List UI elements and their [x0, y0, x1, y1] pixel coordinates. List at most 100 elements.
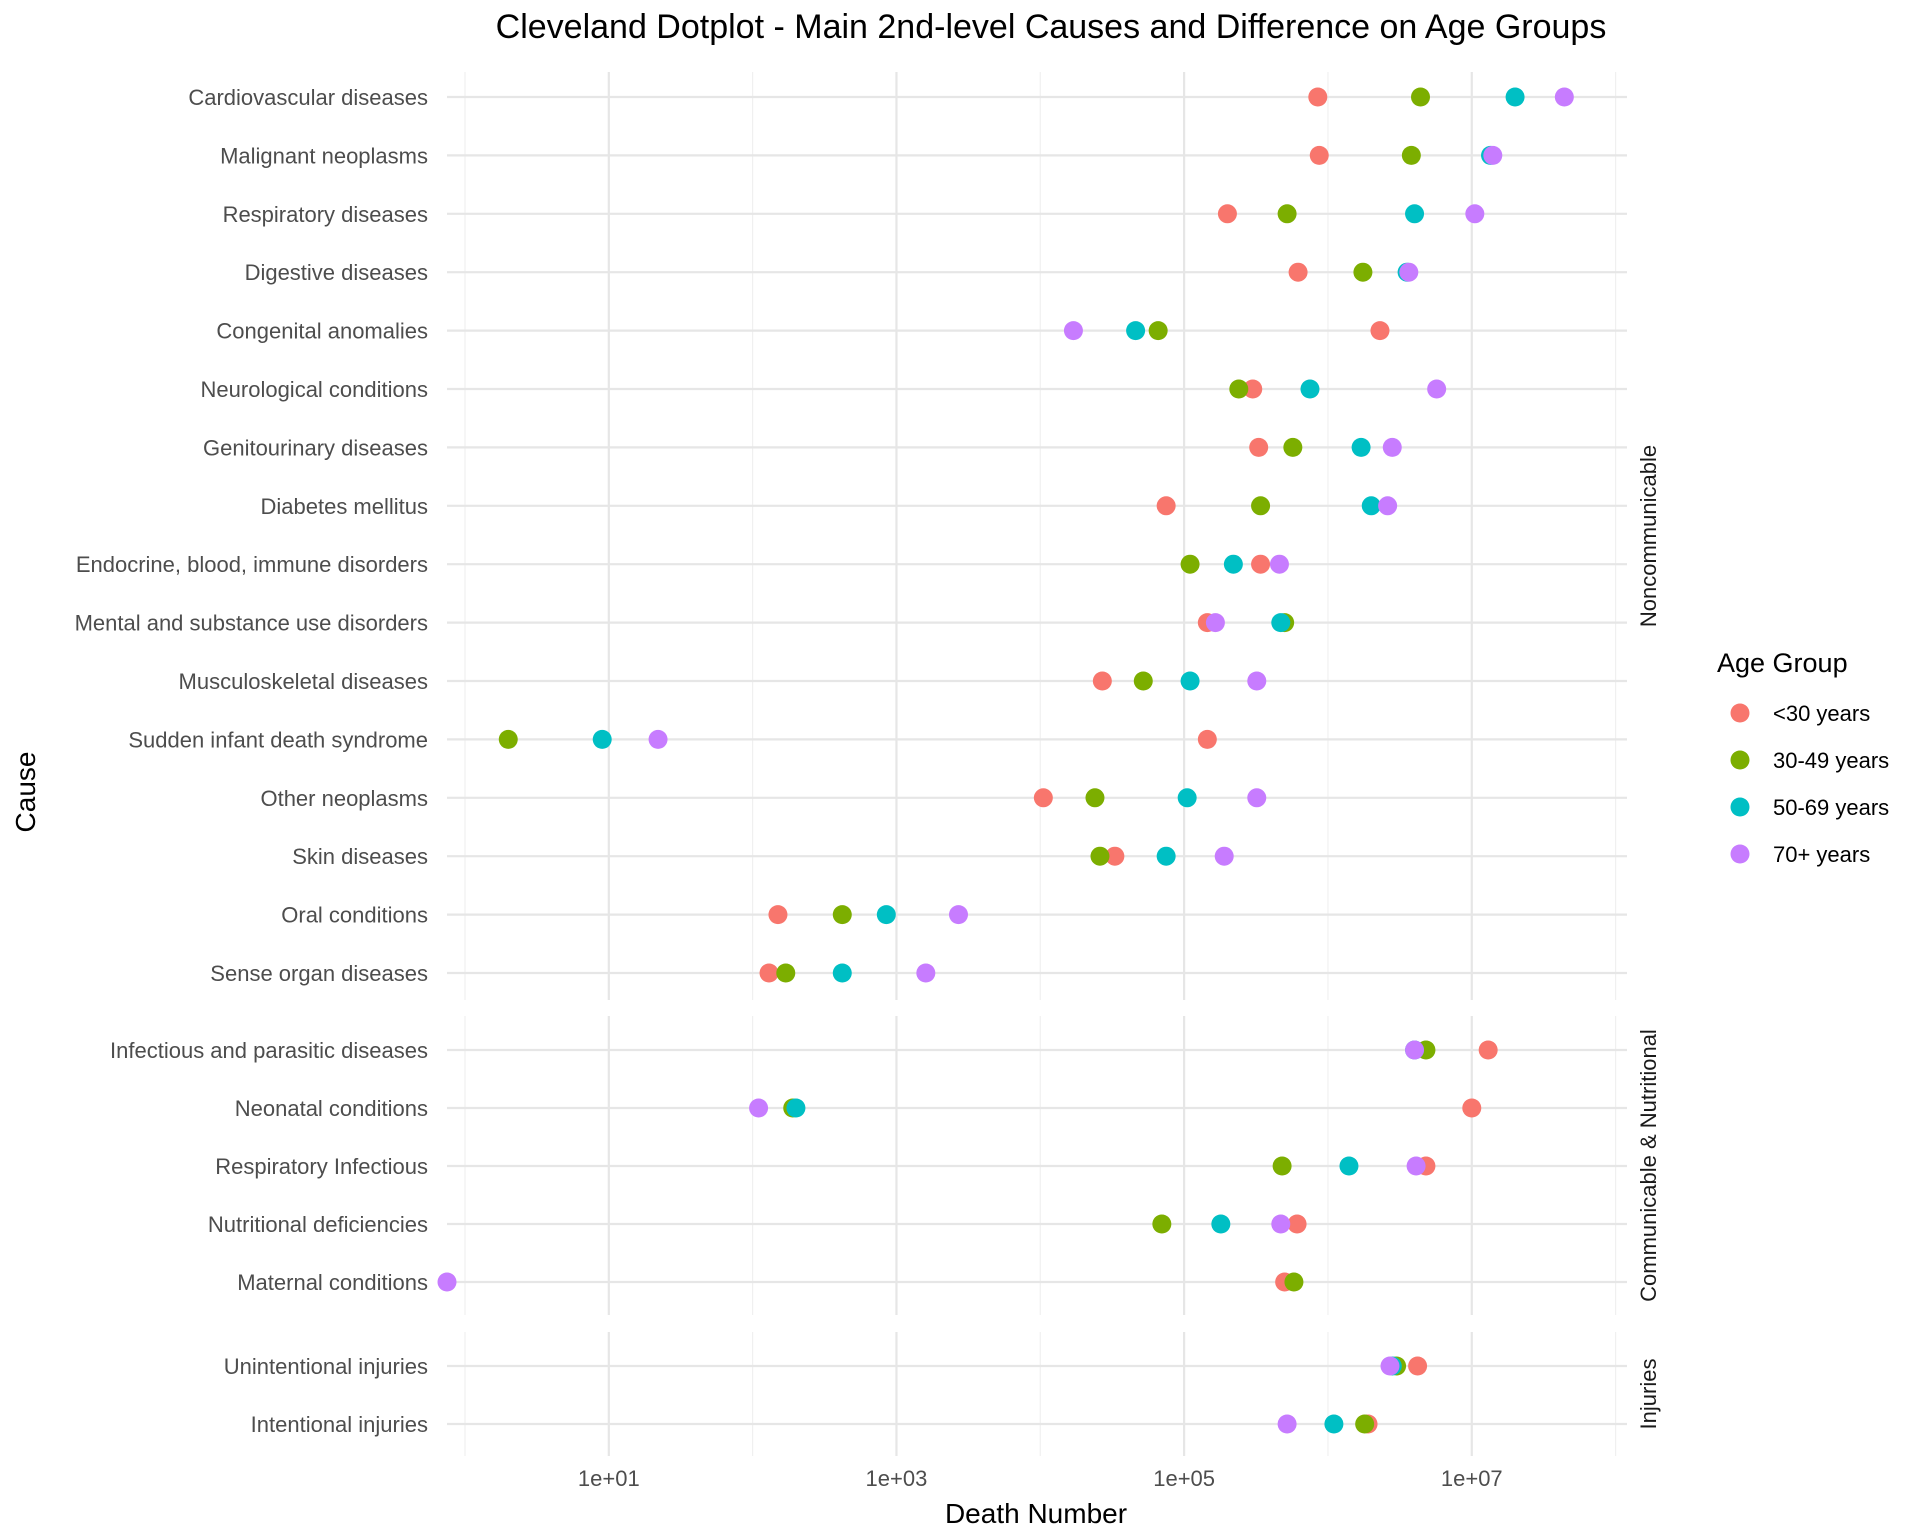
data-point	[1272, 1156, 1292, 1176]
x-tick-label: 1e+05	[1153, 1466, 1215, 1491]
y-tick-label: Sense organ diseases	[210, 961, 428, 986]
data-point	[1406, 1156, 1426, 1176]
data-point	[1401, 145, 1421, 165]
data-point	[1462, 1098, 1482, 1118]
facet-strip-label: Noncommunicable	[1636, 445, 1661, 627]
data-point	[749, 1098, 769, 1118]
panel-1: Infectious and parasitic diseases Neonata…	[110, 1016, 1661, 1315]
data-point	[1148, 321, 1168, 341]
y-tick-label: Congenital anomalies	[216, 319, 428, 344]
data-point	[1211, 1214, 1231, 1234]
data-point	[1249, 437, 1269, 457]
y-tick-label: Cardiovascular diseases	[188, 85, 428, 110]
data-point	[1300, 379, 1320, 399]
y-tick-label: Neurological conditions	[201, 377, 428, 402]
data-point	[1033, 788, 1053, 808]
data-point	[1277, 204, 1297, 224]
legend-label: <30 years	[1773, 701, 1870, 726]
legend-label: 70+ years	[1773, 842, 1870, 867]
data-point	[1554, 87, 1574, 107]
data-point	[876, 905, 896, 925]
y-tick-label: Skin diseases	[292, 844, 428, 869]
data-point	[1214, 846, 1234, 866]
data-point	[1288, 262, 1308, 282]
chart-title: Cleveland Dotplot - Main 2nd-level Cause…	[496, 8, 1607, 46]
data-point	[786, 1098, 806, 1118]
y-tick-label: Endocrine, blood, immune disorders	[76, 552, 428, 577]
data-point	[1092, 671, 1112, 691]
y-tick-label: Unintentional injuries	[224, 1354, 428, 1379]
y-tick-label: Mental and substance use disorders	[75, 611, 428, 636]
y-tick-label: Genitourinary diseases	[203, 435, 428, 460]
x-tick-label: 1e+07	[1441, 1466, 1503, 1491]
legend-key	[1730, 844, 1750, 864]
data-point	[437, 1272, 457, 1292]
data-point	[1324, 1414, 1344, 1434]
legend: Age Group <30 years 30-49 years 50-69 year…	[1717, 648, 1889, 867]
data-point	[1090, 846, 1110, 866]
panel-0: Cardiovascular diseases Malignant neoplas…	[75, 72, 1661, 1000]
data-point	[648, 729, 668, 749]
data-point	[1287, 1214, 1307, 1234]
data-point	[1180, 671, 1200, 691]
facet-strip-label: Communicable & Nutritional	[1636, 1029, 1661, 1302]
data-point	[1105, 846, 1125, 866]
data-point	[1243, 379, 1263, 399]
y-tick-label: Nutritional deficiencies	[208, 1212, 428, 1237]
data-point	[1133, 671, 1153, 691]
data-point	[759, 963, 779, 983]
y-tick-label: Oral conditions	[281, 903, 428, 928]
data-point	[1465, 204, 1485, 224]
x-axis-title: Death Number	[945, 1498, 1127, 1529]
data-point	[1223, 554, 1243, 574]
legend-key	[1730, 703, 1750, 723]
data-point	[1361, 496, 1381, 516]
y-tick-label: Sudden infant death syndrome	[128, 727, 428, 752]
data-point	[916, 963, 936, 983]
y-tick-label: Intentional injuries	[251, 1412, 428, 1437]
y-tick-label: Diabetes mellitus	[260, 494, 428, 519]
data-point	[1180, 554, 1200, 574]
data-point	[1382, 437, 1402, 457]
data-point	[776, 963, 796, 983]
data-point	[1247, 788, 1267, 808]
y-tick-label: Maternal conditions	[237, 1270, 428, 1295]
y-tick-label: Malignant neoplasms	[220, 143, 428, 168]
y-axis-title: Cause	[10, 752, 41, 833]
data-point	[1229, 379, 1249, 399]
data-point	[1370, 321, 1390, 341]
data-point	[1251, 554, 1271, 574]
data-point	[1339, 1156, 1359, 1176]
data-point	[1205, 613, 1225, 633]
data-point	[1308, 87, 1328, 107]
data-point	[1405, 1040, 1425, 1060]
x-tick-label: 1e+03	[866, 1466, 928, 1491]
data-point	[1505, 87, 1525, 107]
data-point	[1156, 846, 1176, 866]
legend-key	[1730, 797, 1750, 817]
y-tick-label: Respiratory Infectious	[215, 1154, 428, 1179]
data-point	[1399, 262, 1419, 282]
data-point	[768, 905, 788, 925]
legend-key	[1730, 750, 1750, 770]
x-axis: 1e+01 1e+03 1e+05 1e+07	[578, 1466, 1503, 1491]
data-point	[1271, 613, 1291, 633]
panels-group: Cardiovascular diseases Malignant neoplas…	[75, 72, 1661, 1456]
data-point	[1156, 496, 1176, 516]
legend-label: 50-69 years	[1773, 795, 1889, 820]
data-point	[1197, 729, 1217, 749]
y-tick-label: Infectious and parasitic diseases	[110, 1038, 428, 1063]
data-point	[1277, 1414, 1297, 1434]
data-point	[949, 905, 969, 925]
data-point	[1483, 145, 1503, 165]
y-tick-label: Musculoskeletal diseases	[179, 669, 428, 694]
data-point	[832, 963, 852, 983]
data-point	[1085, 788, 1105, 808]
data-point	[1478, 1040, 1498, 1060]
data-point	[1408, 1356, 1428, 1376]
data-point	[592, 729, 612, 749]
data-point	[1284, 1272, 1304, 1292]
y-tick-label: Neonatal conditions	[235, 1096, 428, 1121]
data-point	[1126, 321, 1146, 341]
